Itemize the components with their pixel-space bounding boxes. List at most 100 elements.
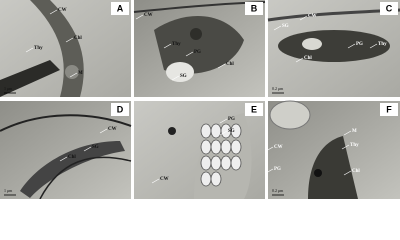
annotation: PG [228, 117, 235, 122]
pointer [265, 146, 274, 152]
panel: E PG SG CW [134, 101, 265, 199]
pointer [135, 14, 144, 20]
pointer [273, 25, 282, 31]
grain [210, 171, 222, 187]
pointer [219, 130, 228, 136]
pointer [49, 9, 58, 15]
annotation: PG [356, 42, 363, 47]
panel-label: F [386, 104, 392, 114]
annotation: PG [194, 50, 201, 55]
pointer [343, 170, 352, 176]
pointer [341, 144, 350, 150]
pointer [369, 43, 378, 49]
grain [230, 155, 242, 171]
grain [230, 123, 242, 139]
grain [200, 139, 212, 155]
annotation: Chl [304, 56, 312, 61]
organelle [168, 127, 176, 135]
panel-label: A [117, 3, 124, 13]
pointer [69, 72, 78, 78]
pointer [59, 156, 68, 162]
panel-label: B [251, 3, 258, 13]
annotation: SG [180, 74, 187, 79]
annotation: CW [58, 8, 67, 13]
pointer [99, 128, 108, 134]
annotation: CW [108, 127, 117, 132]
pointer [295, 57, 304, 63]
grain [210, 139, 222, 155]
pointer [217, 63, 226, 69]
scale-label: 0.2 μm [272, 86, 284, 91]
panel-label-box [380, 2, 398, 15]
panel: F M CW Thy PG Chl 0.2 μm [265, 100, 400, 199]
annotation: SG [282, 24, 289, 29]
pointer [151, 178, 160, 184]
scale-label: 1 μm [4, 188, 13, 193]
organelle [65, 65, 79, 79]
panel-label: C [386, 3, 393, 13]
scale-label: 0.2 μm [272, 188, 284, 193]
annotation: Chl [226, 62, 234, 67]
panel: B CW Thy PG Chl SG [133, 0, 266, 97]
organelle [190, 28, 202, 40]
pointer [299, 15, 308, 21]
annotation: Chl [352, 169, 360, 174]
panel-label-box [245, 103, 263, 116]
organelle [269, 100, 311, 130]
pointer [343, 130, 352, 136]
organelle [154, 16, 244, 74]
pointer [219, 118, 228, 124]
annotation: SG [228, 129, 235, 134]
wall [0, 114, 132, 132]
pointer [185, 51, 194, 57]
pointer [65, 37, 74, 43]
pointer [171, 75, 180, 81]
pointer [25, 47, 34, 53]
pointer [83, 146, 92, 152]
annotation: CW [308, 14, 317, 19]
organelle [302, 38, 322, 50]
panel-label-box [245, 2, 263, 15]
grain [210, 155, 222, 171]
annotation: CW [274, 145, 283, 150]
annotation: PG [274, 167, 281, 172]
scale-label: 1 μm [4, 86, 13, 91]
annotation: CW [160, 177, 169, 182]
panel: A CW Chl Thy M 1 μm [0, 0, 131, 97]
panel-label-box [111, 103, 129, 116]
annotation: Chl [74, 36, 82, 41]
grain [200, 155, 212, 171]
panel: D CW SG Chl 1 μm [0, 101, 132, 199]
panel-label: E [251, 104, 257, 114]
annotation: M [352, 129, 357, 134]
panel-label-box [380, 103, 398, 116]
panel: C CW SG PG Thy Chl 0.2 μm [267, 0, 400, 97]
annotation: Chl [68, 155, 76, 160]
annotation: CW [144, 13, 153, 18]
wall [39, 156, 132, 199]
grain [220, 139, 232, 155]
pointer [265, 168, 274, 174]
annotation: Thy [350, 143, 359, 148]
panel-label-box [111, 2, 129, 15]
grain [200, 171, 212, 187]
organelle [314, 169, 322, 177]
pointer [163, 43, 172, 49]
annotation: Thy [172, 42, 181, 47]
annotation: M [78, 71, 83, 76]
organelle [0, 60, 60, 97]
grain [230, 139, 242, 155]
panel-label: D [117, 104, 124, 114]
annotation: SG [92, 145, 99, 150]
figure: A CW Chl Thy M 1 μm B CW Thy PG Chl SG C CW SG PG Thy Chl… [0, 0, 400, 199]
organelle [20, 141, 125, 198]
organelle [308, 136, 358, 199]
organelle [166, 62, 194, 82]
annotation: Thy [34, 46, 43, 51]
grain [200, 123, 212, 139]
grain [210, 123, 222, 139]
organelle [278, 30, 390, 62]
grain [220, 155, 232, 171]
pointer [347, 43, 356, 49]
annotation: Thy [378, 42, 387, 47]
